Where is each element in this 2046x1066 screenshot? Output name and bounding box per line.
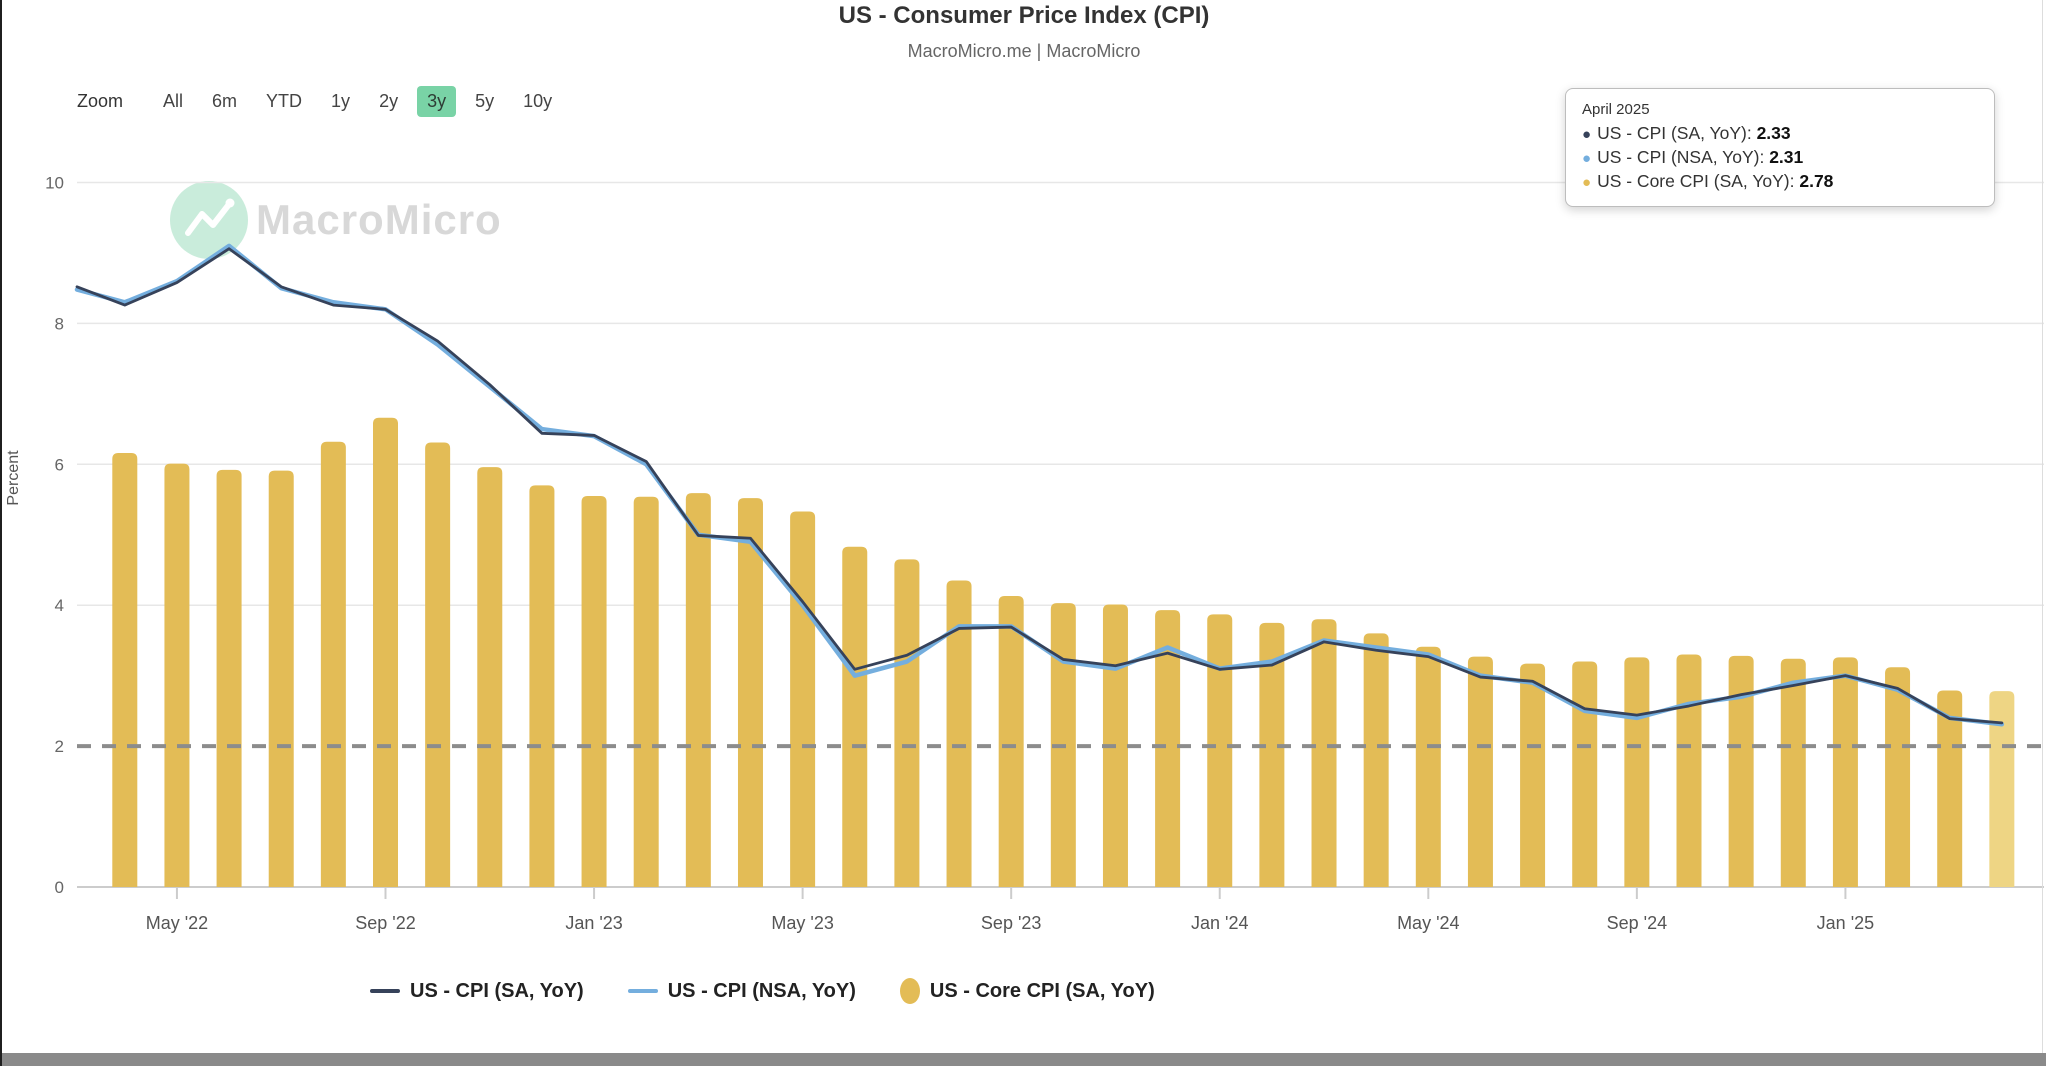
svg-text:2: 2 xyxy=(55,737,64,756)
tooltip-row-2: ● US - Core CPI (SA, YoY): 2.78 xyxy=(1582,171,1834,191)
bar-may-2022[interactable] xyxy=(164,463,190,887)
legend-item-1[interactable]: US - CPI (NSA, YoY) xyxy=(627,980,856,1003)
bar-jun-2023[interactable] xyxy=(842,546,868,887)
range-button-3y[interactable]: 3y xyxy=(417,86,457,117)
legend-line-swatch xyxy=(627,989,658,993)
chart-tooltip: April 2025 ● US - CPI (SA, YoY): 2.33 ● US … xyxy=(1565,88,1995,207)
range-button-2y[interactable]: 2y xyxy=(369,86,408,117)
chart-legend: US - CPI (SA, YoY) US - CPI (NSA, YoY) US … xyxy=(370,978,1199,1004)
bar-feb-2023[interactable] xyxy=(633,496,659,887)
bar-aug-2022[interactable] xyxy=(320,441,346,887)
y-axis-title: Percent xyxy=(5,450,22,506)
range-toolbar: Zoom All 6m YTD 1y 2y 3y 5y 10y xyxy=(77,86,571,117)
core-cpi-bars[interactable] xyxy=(112,417,2015,887)
zoom-label: Zoom xyxy=(77,91,124,111)
range-button-ytd[interactable]: YTD xyxy=(256,86,312,117)
bar-mar-2024[interactable] xyxy=(1311,619,1337,887)
svg-text:Sep '23: Sep '23 xyxy=(981,913,1042,933)
legend-line-swatch xyxy=(370,989,400,993)
bar-mar-2025[interactable] xyxy=(1937,690,1963,887)
svg-text:4: 4 xyxy=(55,596,64,615)
bar-oct-2024[interactable] xyxy=(1676,654,1702,887)
svg-text:Jan '24: Jan '24 xyxy=(1191,913,1248,933)
bar-may-2023[interactable] xyxy=(790,511,816,887)
cpi-nsa-line[interactable] xyxy=(74,243,2005,727)
svg-text:10: 10 xyxy=(45,174,64,193)
bar-mar-2023[interactable] xyxy=(685,493,711,887)
svg-text:May '24: May '24 xyxy=(1397,913,1459,933)
bar-jul-2024[interactable] xyxy=(1520,663,1546,887)
bar-jul-2023[interactable] xyxy=(894,559,920,887)
bar-may-2024[interactable] xyxy=(1415,646,1441,887)
cpi-sa-line[interactable] xyxy=(75,247,2004,725)
bar-feb-2024[interactable] xyxy=(1259,622,1285,887)
cpi-chart-plot[interactable]: 0 2 4 6 8 10 Percent May '22 Sep '22 Jan '23 May '… xyxy=(2,0,2046,960)
range-buttons: All 6m YTD 1y 2y 3y 5y 10y xyxy=(153,86,571,117)
page-title: US - Consumer Price Index (CPI) xyxy=(838,2,1210,29)
bar-apr-2022[interactable] xyxy=(112,453,138,887)
svg-text:Sep '22: Sep '22 xyxy=(355,913,416,933)
bar-jan-2024[interactable] xyxy=(1207,614,1233,887)
bar-jun-2024[interactable] xyxy=(1467,656,1493,887)
range-button-6m[interactable]: 6m xyxy=(202,86,247,117)
bar-jun-2022[interactable] xyxy=(216,469,242,887)
bar-dec-2024[interactable] xyxy=(1780,658,1806,887)
page-subtitle: MacroMicro.me | MacroMicro xyxy=(907,41,1141,61)
svg-text:8: 8 xyxy=(55,314,64,333)
bar-oct-2022[interactable] xyxy=(425,442,451,887)
svg-text:Sep '24: Sep '24 xyxy=(1607,913,1668,933)
svg-text:0: 0 xyxy=(55,878,64,897)
window-bottom-scrollbar[interactable] xyxy=(2,1053,2046,1066)
tooltip-row-1: ● US - CPI (NSA, YoY): 2.31 xyxy=(1582,147,1804,167)
svg-text:May '22: May '22 xyxy=(146,913,208,933)
range-button-10y[interactable]: 10y xyxy=(513,86,562,117)
bar-sep-2022[interactable] xyxy=(373,417,398,887)
bar-nov-2022[interactable] xyxy=(477,467,503,887)
legend-item-2[interactable]: US - Core CPI (SA, YoY) xyxy=(899,978,1155,1004)
svg-text:6: 6 xyxy=(55,455,64,474)
bar-jan-2023[interactable] xyxy=(581,496,607,887)
svg-text:Jan '23: Jan '23 xyxy=(565,913,622,933)
range-button-1y[interactable]: 1y xyxy=(321,86,360,117)
legend-oval-swatch xyxy=(899,978,920,1004)
tooltip-row-0: ● US - CPI (SA, YoY): 2.33 xyxy=(1582,123,1791,143)
tooltip-date: April 2025 xyxy=(1582,101,1650,118)
range-button-all[interactable]: All xyxy=(153,86,193,117)
svg-text:Jan '25: Jan '25 xyxy=(1817,913,1874,933)
bar-feb-2025[interactable] xyxy=(1885,667,1911,887)
bar-dec-2022[interactable] xyxy=(529,485,555,887)
bar-aug-2023[interactable] xyxy=(946,580,972,887)
bar-apr-2025[interactable] xyxy=(1989,691,2015,887)
bar-apr-2023[interactable] xyxy=(737,498,763,887)
window-right-edge xyxy=(2042,0,2043,1053)
bar-aug-2024[interactable] xyxy=(1572,661,1598,887)
bar-sep-2023[interactable] xyxy=(998,596,1024,887)
bar-apr-2024[interactable] xyxy=(1363,633,1389,887)
legend-item-0[interactable]: US - CPI (SA, YoY) xyxy=(370,980,584,1003)
bar-jul-2022[interactable] xyxy=(268,470,294,887)
bar-nov-2024[interactable] xyxy=(1728,655,1754,887)
svg-text:May '23: May '23 xyxy=(771,913,833,933)
bar-dec-2023[interactable] xyxy=(1155,610,1181,887)
range-button-5y[interactable]: 5y xyxy=(465,86,504,117)
bar-jan-2025[interactable] xyxy=(1832,657,1858,887)
bar-sep-2024[interactable] xyxy=(1624,657,1650,887)
